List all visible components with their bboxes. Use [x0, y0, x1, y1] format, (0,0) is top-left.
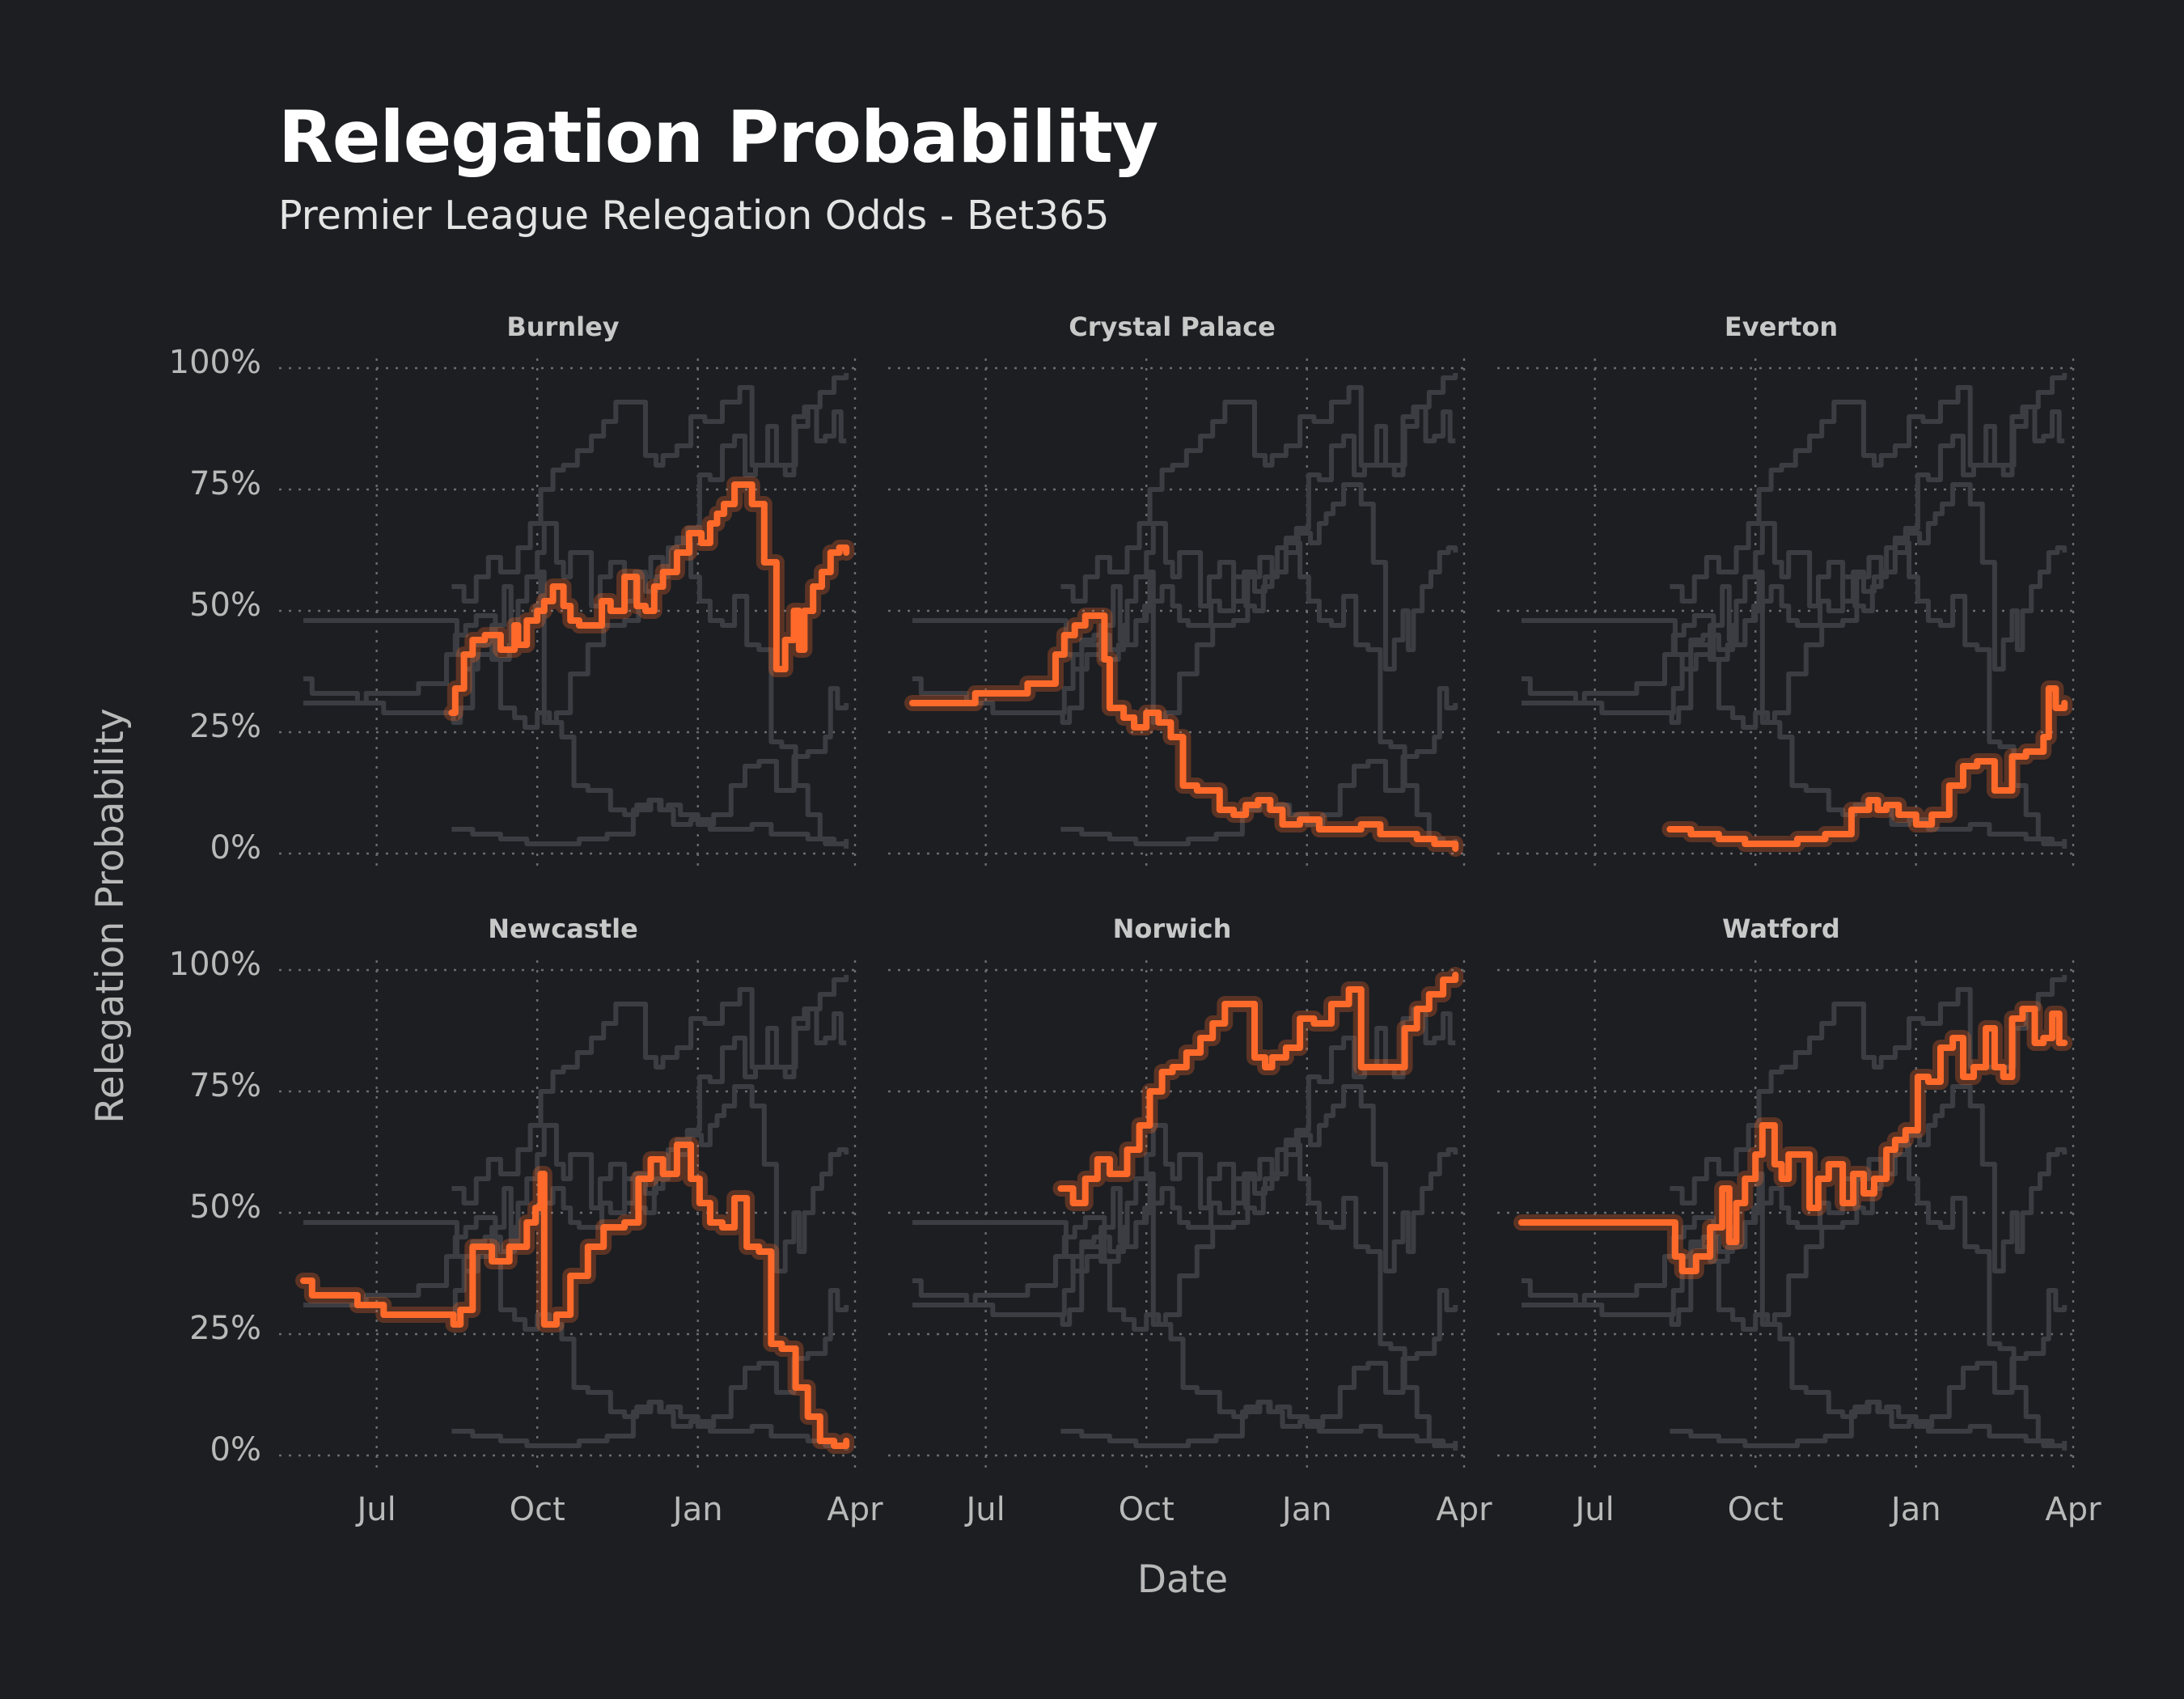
x-tick-label: Jul [964, 1491, 1005, 1528]
panel-watford: Watford Jul Oct Jan Apr [1497, 913, 2101, 1528]
x-tick-label: Oct [510, 1491, 565, 1528]
series-line [300, 1142, 850, 1449]
x-tick-label: Jul [355, 1491, 396, 1528]
y-tick-label: 0% [210, 829, 261, 866]
x-tick-label: Apr [2045, 1491, 2101, 1528]
series-glow [1661, 680, 2073, 852]
ghost-series-line [1670, 373, 2068, 604]
ghost-series-line [912, 1142, 1458, 1448]
ghost-series-line [451, 686, 849, 846]
ghost-series-line [1060, 1288, 1458, 1448]
series-line [1666, 685, 2068, 847]
x-tick-label: Jul [1573, 1491, 1615, 1528]
y-tick-label: 75% [189, 465, 261, 502]
ghost-series-line [303, 540, 849, 846]
y-tick-label: 0% [210, 1431, 261, 1468]
x-tick-label: Oct [1119, 1491, 1175, 1528]
ghost-series-line [912, 405, 1456, 672]
x-tick-label: Jan [671, 1491, 723, 1528]
chart-title: Relegation Probability [278, 95, 1158, 179]
ghost-series-line [1522, 405, 2065, 672]
ghost-series-line [451, 1288, 849, 1448]
x-axis-title: Date [1137, 1557, 1228, 1602]
y-tick-label: 25% [189, 708, 261, 745]
y-tick-label: 50% [189, 587, 261, 624]
panel-title: Watford [1722, 913, 1840, 944]
ghost-series-line [912, 540, 1458, 846]
panel-title: Norwich [1113, 913, 1232, 944]
panel-crystal-palace: Crystal Palace [888, 311, 1471, 870]
ghost-series-line [1060, 373, 1458, 604]
x-tick-label: Apr [827, 1491, 883, 1528]
x-tick-label: Jan [1889, 1491, 1941, 1528]
ghost-series-line [1522, 540, 2068, 846]
panel-title: Everton [1725, 311, 1838, 342]
ghost-series-line [1670, 975, 2068, 1205]
series-line [448, 481, 850, 716]
panel-title: Newcastle [488, 913, 638, 944]
panel-burnley: Burnley 0% 25% 50% 75% 100% [169, 311, 861, 870]
ghost-series-line [303, 1006, 847, 1273]
series-line [909, 612, 1459, 852]
x-tick-label: Apr [1436, 1491, 1492, 1528]
ghost-series-line [451, 373, 849, 604]
ghost-series-line [303, 405, 847, 672]
panel-norwich: Norwich Jul Oct Jan Apr [888, 913, 1492, 1528]
y-tick-label: 25% [189, 1310, 261, 1347]
ghost-series-line [1522, 1142, 2068, 1448]
panel-newcastle: Newcastle 0% 25% 50% 75% 100% Jul Oct Jan Apr [169, 913, 884, 1528]
panel-title: Crystal Palace [1069, 311, 1276, 342]
ghost-series-line [912, 1006, 1456, 1273]
y-tick-label: 100% [169, 344, 261, 381]
y-tick-label: 100% [169, 946, 261, 983]
ghost-series-line [451, 975, 849, 1205]
panel-everton: Everton [1497, 311, 2080, 870]
series-line [1518, 1006, 2068, 1274]
x-tick-label: Jan [1280, 1491, 1332, 1528]
ghost-series-line [1670, 1288, 2068, 1448]
series-line [1057, 972, 1459, 1206]
y-axis-title: Relegation Probability [88, 708, 133, 1124]
chart-subtitle: Premier League Relegation Odds - Bet365 [278, 193, 1110, 239]
panel-title: Burnley [506, 311, 619, 342]
y-tick-label: 75% [189, 1067, 261, 1104]
y-tick-label: 50% [189, 1188, 261, 1226]
x-tick-label: Oct [1728, 1491, 1784, 1528]
